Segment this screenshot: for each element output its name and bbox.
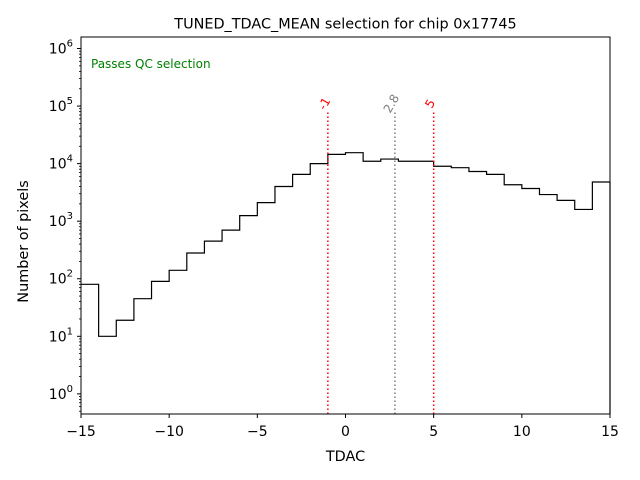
x-tick-label: 15	[601, 424, 619, 440]
histogram-series	[81, 152, 611, 414]
y-tick-label: 103	[49, 211, 73, 230]
y-tick-label: 106	[49, 39, 73, 58]
x-tick-label: 0	[341, 424, 350, 440]
y-tick-label: 100	[49, 384, 73, 403]
x-tick-label: −10	[154, 424, 184, 440]
y-tick-label: 102	[49, 269, 73, 288]
x-tick-label: 10	[513, 424, 531, 440]
chart-title: TUNED_TDAC_MEAN selection for chip 0x177…	[173, 17, 516, 33]
y-tick-label: 104	[49, 154, 73, 173]
y-axis-label: Number of pixels	[16, 180, 32, 302]
y-tick-label: 101	[49, 326, 73, 345]
x-tick-label: −15	[66, 424, 96, 440]
qc-selection-annotation: Passes QC selection	[91, 57, 211, 71]
x-axis-label: TDAC	[325, 449, 365, 465]
x-tick-label: 5	[429, 424, 438, 440]
x-tick-label: −5	[247, 424, 268, 440]
y-tick-label: 105	[49, 96, 73, 115]
